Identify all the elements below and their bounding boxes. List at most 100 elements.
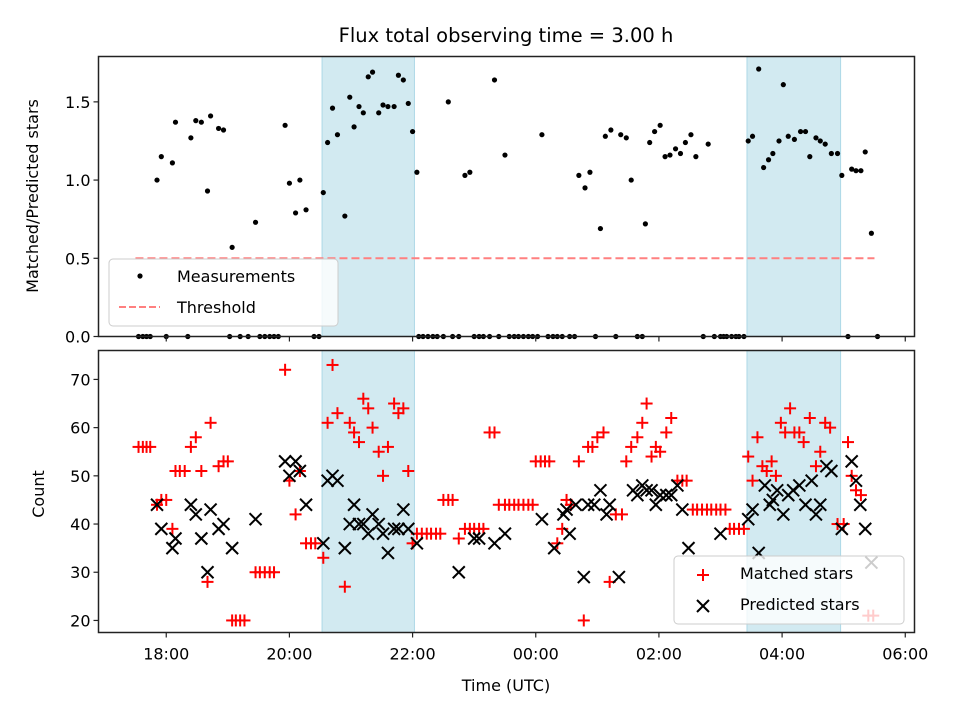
matched-star-point <box>348 426 361 439</box>
predicted-star-point <box>282 469 297 483</box>
measurement-point <box>376 110 382 116</box>
top-ytick-label: 1.0 <box>65 171 90 190</box>
xtick-label: 18:00 <box>143 645 189 664</box>
x-axis-label: Time (UTC) <box>461 676 550 695</box>
matched-star-point <box>645 450 658 463</box>
measurement-point <box>193 118 199 124</box>
matched-star-point <box>402 465 415 478</box>
measurement-point <box>618 132 624 138</box>
predicted-star-point <box>487 536 502 551</box>
measurement-point <box>391 103 397 110</box>
chart-title: Flux total observing time = 3.00 h <box>339 24 674 47</box>
matched-star-point <box>640 397 653 410</box>
predicted-star-point <box>203 502 218 517</box>
bottom-shaded-interval <box>321 350 415 633</box>
measurement-point <box>587 169 593 175</box>
measurement-point <box>292 210 299 216</box>
matched-star-point <box>144 440 157 453</box>
matched-star-point <box>742 450 755 463</box>
top-ytick-label: 0.5 <box>65 249 90 268</box>
measurement-point <box>677 150 684 157</box>
measurement-point <box>405 100 411 107</box>
predicted-star-point <box>630 488 645 502</box>
measurement-point <box>198 119 204 125</box>
matched-star-point <box>434 527 447 540</box>
measurement-point <box>807 154 813 160</box>
measurement-point <box>576 172 582 178</box>
measurement-point <box>745 138 751 144</box>
measurement-point <box>320 189 326 196</box>
top-axes-frame <box>97 55 916 338</box>
matched-star-point <box>854 489 867 502</box>
predicted-star-point <box>330 473 345 488</box>
predicted-star-point <box>150 498 164 512</box>
matched-star-point <box>201 575 214 588</box>
predicted-star-point <box>248 512 263 526</box>
measurement-point <box>761 164 767 171</box>
measurement-point <box>828 150 834 157</box>
measurement-point <box>868 230 874 236</box>
matched-star-point <box>824 421 837 434</box>
bottom-ylabel: Count <box>29 470 48 518</box>
matched-star-point <box>591 431 604 444</box>
matched-star-point <box>289 508 302 521</box>
measurement-point <box>849 166 855 172</box>
legend-predicted-label: Predicted stars <box>740 595 860 614</box>
matched-star-point <box>841 436 854 449</box>
matched-star-point <box>338 580 351 593</box>
predicted-star-point <box>547 541 561 555</box>
predicted-star-point <box>809 507 823 522</box>
predicted-star-point <box>562 526 577 541</box>
matched-star-point <box>309 537 322 550</box>
measurement-point <box>705 141 711 147</box>
matched-star-point <box>803 411 816 424</box>
predicted-star-point <box>577 570 591 584</box>
matched-star-point <box>377 469 390 482</box>
top-ytick-label: 0.0 <box>65 328 90 347</box>
measurement-point <box>356 103 362 110</box>
measurement-point <box>502 152 508 158</box>
predicted-star-point <box>776 507 791 522</box>
predicted-star-point <box>581 498 595 512</box>
legend-threshold-label: Threshold <box>176 298 256 317</box>
matched-star-point <box>238 614 251 627</box>
matched-star-point <box>654 445 667 458</box>
matched-star-point <box>615 508 628 521</box>
measurement-point <box>229 244 235 250</box>
measurement-point <box>839 172 845 178</box>
matched-star-point <box>343 416 356 429</box>
predicted-star-point <box>316 536 330 551</box>
matched-star-point <box>381 440 394 453</box>
measurement-point <box>400 77 406 83</box>
matched-star-point <box>452 532 465 545</box>
measurement-point <box>602 133 608 139</box>
predicted-star-point <box>396 502 411 517</box>
measurement-point <box>770 150 776 157</box>
predicted-star-point <box>659 488 674 502</box>
predicted-star-point <box>569 498 583 512</box>
predicted-star-point <box>194 531 209 546</box>
bottom-ytick-label: 50 <box>70 467 90 486</box>
predicted-star-point <box>225 541 239 555</box>
predicted-star-point <box>766 493 780 507</box>
measurement-point <box>813 135 819 141</box>
matched-star-point <box>577 614 590 627</box>
matched-star-point <box>321 416 334 429</box>
matched-star-point <box>195 465 208 478</box>
legend-matched-label: Matched stars <box>740 564 853 583</box>
predicted-star-point <box>804 473 819 488</box>
predicted-star-point <box>758 478 772 493</box>
predicted-star-point <box>593 483 608 498</box>
measurement-point <box>324 139 331 146</box>
predicted-star-point <box>381 546 395 560</box>
matched-star-point <box>543 455 556 468</box>
measurement-point <box>365 74 371 80</box>
predicted-star-point <box>612 570 626 584</box>
predicted-star-point <box>664 488 678 502</box>
matched-star-point <box>625 440 638 453</box>
measurement-point <box>776 138 782 144</box>
matched-star-point <box>166 522 179 535</box>
matched-star-point <box>526 498 539 511</box>
predicted-star-point <box>792 478 807 493</box>
legend-matched-marker <box>697 569 709 581</box>
